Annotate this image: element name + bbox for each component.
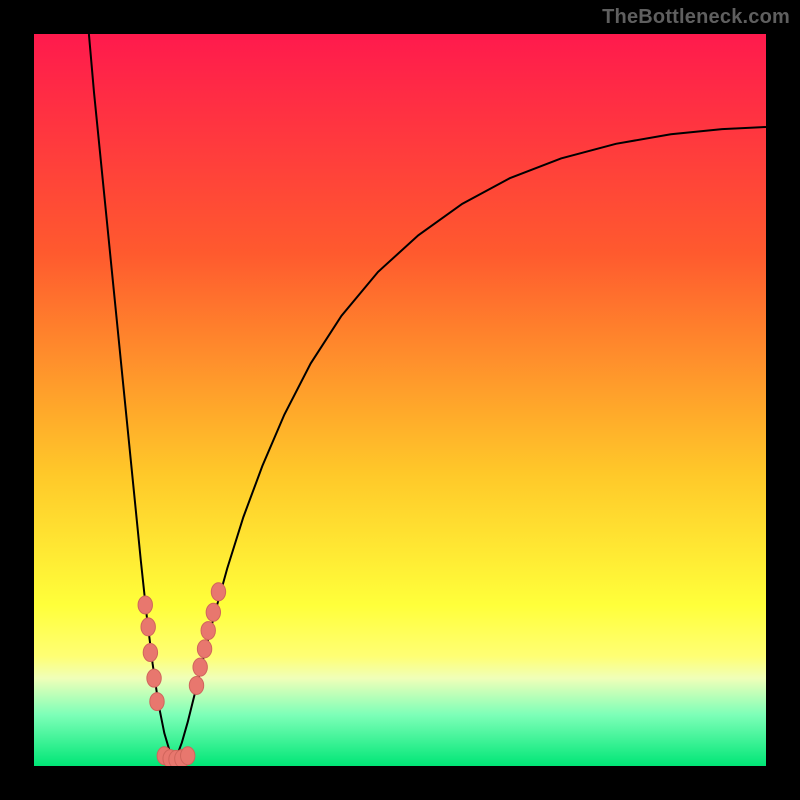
data-marker <box>193 658 207 676</box>
right-curve <box>173 127 766 759</box>
data-marker <box>181 747 195 765</box>
left-curve <box>89 34 173 759</box>
data-marker <box>138 596 152 614</box>
data-marker <box>147 669 161 687</box>
marker-layer <box>138 583 226 766</box>
data-marker <box>206 603 220 621</box>
data-marker <box>211 583 225 601</box>
data-marker <box>141 618 155 636</box>
data-marker <box>197 640 211 658</box>
data-marker <box>201 622 215 640</box>
data-marker <box>143 644 157 662</box>
data-marker <box>150 693 164 711</box>
chart-frame: TheBottleneck.com <box>0 0 800 800</box>
watermark-text: TheBottleneck.com <box>602 6 790 29</box>
plot-area <box>34 34 766 766</box>
data-marker <box>189 676 203 694</box>
chart-svg <box>34 34 766 766</box>
